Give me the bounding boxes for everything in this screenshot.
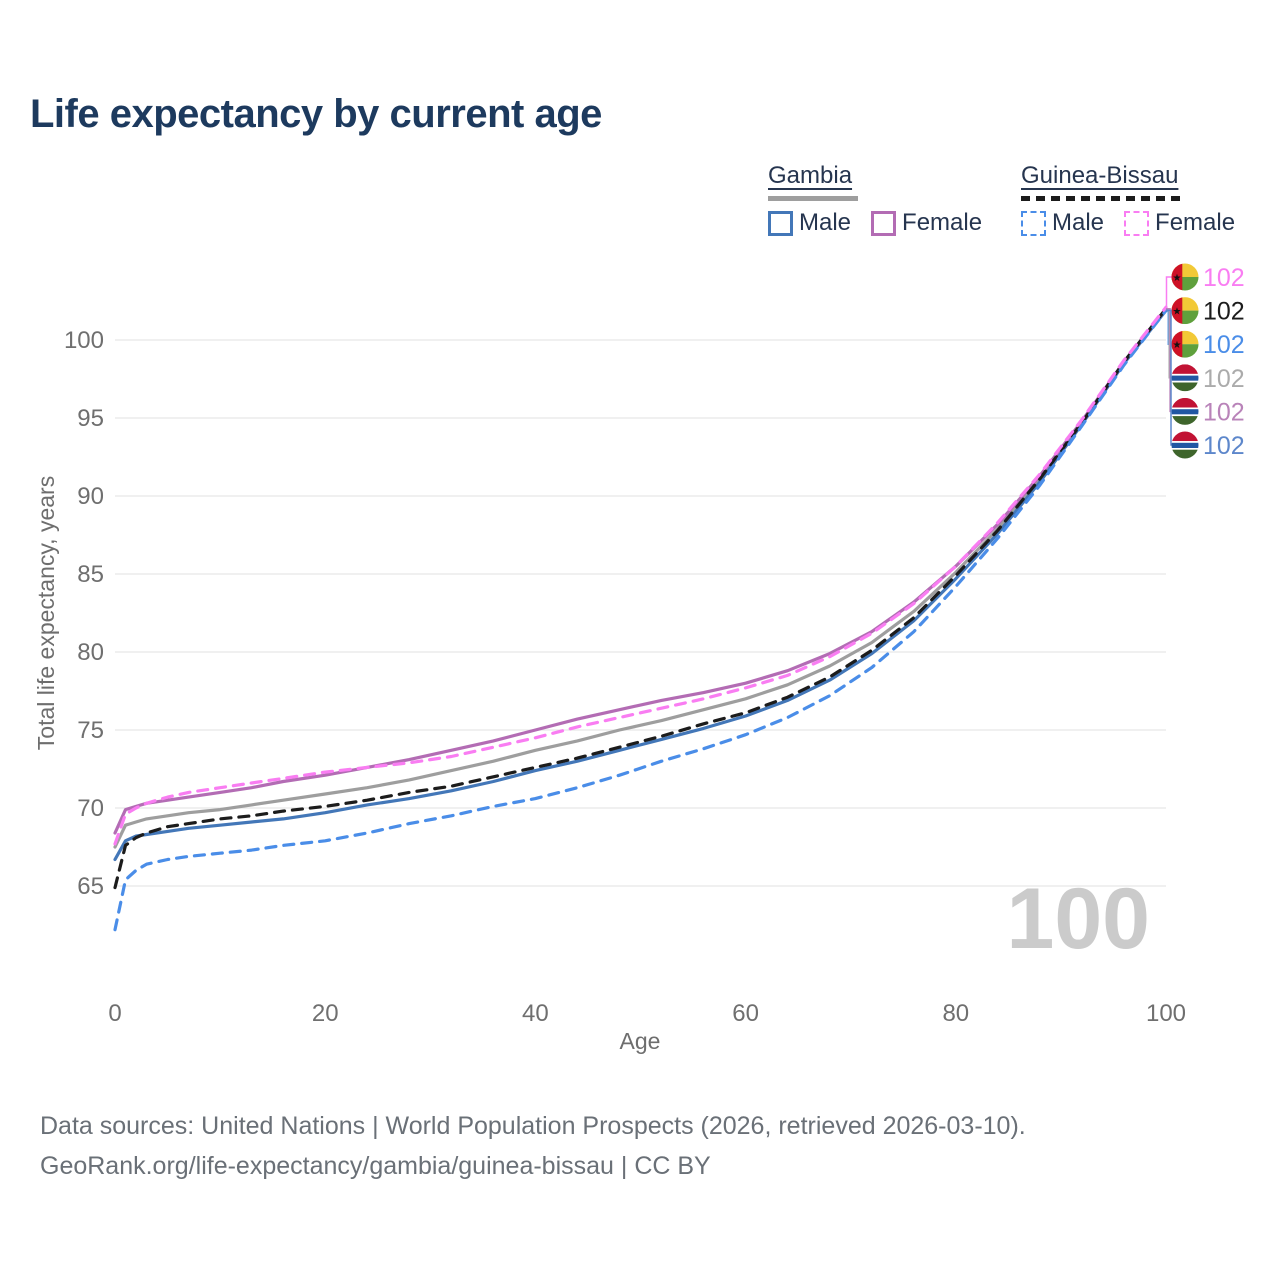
end-value-label-gambia-female: 102 bbox=[1203, 398, 1245, 426]
flag-gambia-icon bbox=[1171, 397, 1199, 425]
series-line-gambia-total[interactable] bbox=[113, 307, 1168, 849]
end-value-label-guinea-bissau-total: 102 bbox=[1203, 298, 1245, 326]
series-line-guinea-bissau-male[interactable] bbox=[113, 308, 1168, 932]
y-tick-label-65: 65 bbox=[77, 873, 104, 900]
legend-label-guinea-bissau-female: Female bbox=[1155, 209, 1236, 236]
page-title: Life expectancy by current age bbox=[30, 92, 602, 136]
x-tick-label-0: 0 bbox=[108, 1000, 121, 1027]
current-age-watermark: 100 bbox=[1007, 871, 1151, 967]
svg-text:★: ★ bbox=[1173, 340, 1182, 351]
y-tick-label-75: 75 bbox=[77, 717, 104, 744]
legend-label-gambia-female: Female bbox=[902, 209, 983, 236]
series-line-guinea-bissau-female[interactable] bbox=[113, 305, 1168, 846]
y-tick-label-70: 70 bbox=[77, 795, 104, 822]
callout-connector-gambia-male bbox=[1166, 309, 1172, 446]
flag-gambia-icon bbox=[1171, 431, 1199, 459]
x-tick-label-100: 100 bbox=[1146, 1000, 1186, 1027]
y-tick-label-95: 95 bbox=[77, 405, 104, 432]
svg-text:★: ★ bbox=[1173, 306, 1182, 317]
legend-line-sample-gambia bbox=[768, 196, 858, 201]
footer-data-sources: Data sources: United Nations | World Pop… bbox=[40, 1112, 1026, 1140]
x-tick-label-80: 80 bbox=[942, 1000, 969, 1027]
end-value-label-gambia-male: 102 bbox=[1203, 432, 1245, 460]
legend-item-guinea-bissau-male[interactable]: Male bbox=[1021, 209, 1104, 237]
legend-item-gambia-male[interactable]: Male bbox=[768, 209, 851, 237]
x-tick-label-60: 60 bbox=[732, 1000, 759, 1027]
legend-swatch-gambia-female bbox=[871, 210, 897, 236]
legend-country-gambia[interactable]: Gambia bbox=[768, 162, 853, 189]
flag-guinea-bissau-icon: ★ bbox=[1171, 297, 1199, 325]
legend-line-sample-guinea-bissau bbox=[1021, 196, 1185, 201]
flag-guinea-bissau-icon: ★ bbox=[1171, 330, 1199, 358]
x-tick-label-20: 20 bbox=[312, 1000, 339, 1027]
end-value-label-guinea-bissau-female: 102 bbox=[1203, 264, 1245, 292]
legend-item-guinea-bissau-female[interactable]: Female bbox=[1124, 209, 1235, 237]
y-tick-label-90: 90 bbox=[77, 483, 104, 510]
series-line-gambia-male[interactable] bbox=[113, 308, 1168, 862]
legend-label-gambia-male: Male bbox=[799, 209, 852, 236]
svg-text:★: ★ bbox=[1173, 273, 1182, 284]
y-tick-label-80: 80 bbox=[77, 639, 104, 666]
footer-attribution-link[interactable]: GeoRank.org/life-expectancy/gambia/guine… bbox=[40, 1152, 711, 1180]
y-tick-label-100: 100 bbox=[64, 327, 104, 354]
series-line-guinea-bissau-total[interactable] bbox=[113, 307, 1168, 890]
legend-swatch-guinea-bissau-female bbox=[1124, 210, 1150, 236]
legend-label-guinea-bissau-male: Male bbox=[1052, 209, 1105, 236]
end-value-label-gambia-total: 102 bbox=[1203, 365, 1245, 393]
flag-gambia-icon bbox=[1171, 364, 1199, 392]
legend-swatch-guinea-bissau-male bbox=[1021, 210, 1046, 236]
series-line-gambia-female[interactable] bbox=[113, 307, 1168, 835]
flag-guinea-bissau-icon: ★ bbox=[1171, 263, 1199, 291]
x-axis-title: Age bbox=[620, 1028, 661, 1054]
legend-swatch-gambia-male bbox=[768, 210, 793, 236]
end-value-label-guinea-bissau-male: 102 bbox=[1203, 331, 1245, 359]
chart-footer: Data sources: United Nations | World Pop… bbox=[40, 1106, 1026, 1186]
legend-group-guinea-bissau: Guinea-Bissau Male Female bbox=[1021, 162, 1235, 237]
legend-item-gambia-female[interactable]: Female bbox=[871, 209, 982, 237]
callout-connector-guinea-bissau-female bbox=[1165, 276, 1172, 308]
x-tick-label-40: 40 bbox=[522, 1000, 549, 1027]
legend-group-gambia: Gambia Male Female bbox=[768, 162, 982, 237]
y-tick-label-85: 85 bbox=[77, 561, 104, 588]
legend-country-guinea-bissau[interactable]: Guinea-Bissau bbox=[1021, 162, 1179, 189]
